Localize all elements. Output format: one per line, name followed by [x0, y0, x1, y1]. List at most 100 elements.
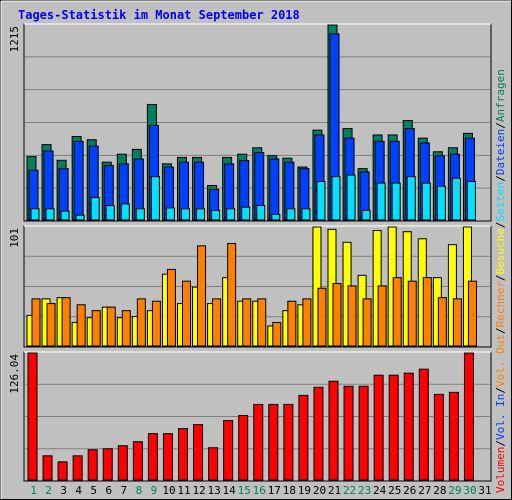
bar-volumen-day-30: [463, 352, 474, 481]
bar-volumen-day-20: [313, 386, 324, 481]
panel-2-max-label: 101: [8, 228, 21, 248]
bar-rechner-day-24: [377, 285, 387, 347]
bar-rechner-day-16: [257, 298, 267, 347]
bar-volumen-day-19: [298, 394, 309, 481]
bar-rechner-day-6: [106, 306, 116, 347]
bar-rechner-day-17: [272, 321, 282, 347]
bar-rechner-day-13: [212, 298, 222, 347]
max-value-labels: 1215 101 126.04: [8, 26, 21, 394]
day-label-28: 28: [433, 484, 446, 497]
bar-besuche-day-29: [447, 244, 457, 347]
day-label-8: 8: [136, 484, 143, 497]
bar-rechner-day-20: [317, 287, 327, 347]
bar-rechner-day-22: [347, 285, 357, 347]
day-label-4: 4: [75, 484, 82, 497]
bar-rechner-day-23: [362, 298, 372, 347]
legend-part: Besuche: [494, 228, 507, 274]
day-label-17: 17: [268, 484, 281, 497]
day-label-11: 11: [177, 484, 190, 497]
bar-rechner-day-12: [197, 245, 207, 347]
day-label-24: 24: [373, 484, 387, 497]
legend-part: /: [494, 327, 507, 334]
bar-seiten-day-16: [256, 205, 266, 221]
day-label-29: 29: [448, 484, 461, 497]
chart-title: Tages-Statistik im Monat September 2018: [18, 8, 300, 22]
bar-volumen-day-14: [223, 420, 234, 481]
bar-seiten-day-1: [30, 208, 40, 221]
bar-volumen-day-8: [132, 441, 143, 481]
bar-seiten-day-6: [105, 205, 115, 221]
bar-rechner-day-8: [136, 298, 146, 347]
bar-volumen-day-1: [27, 352, 38, 481]
legend-part: /: [494, 387, 507, 394]
bar-rechner-day-18: [287, 300, 297, 347]
day-label-14: 14: [223, 484, 237, 497]
bar-rechner-day-21: [332, 283, 342, 347]
bar-volumen-day-24: [373, 374, 384, 481]
bar-seiten-day-30: [466, 180, 476, 221]
bar-seiten-day-17: [271, 213, 281, 221]
day-label-9: 9: [151, 484, 158, 497]
bar-rechner-day-4: [76, 304, 86, 347]
bar-seiten-day-12: [196, 208, 206, 221]
bar-volumen-day-4: [72, 455, 83, 481]
legend-part: /: [494, 274, 507, 281]
day-label-31: 31: [478, 484, 491, 497]
legend-part: Seiten: [494, 182, 507, 222]
legend-part: Volumen: [494, 447, 507, 493]
day-label-30: 30: [463, 484, 476, 497]
bar-besuche-day-20: [312, 226, 322, 347]
legend-part: /: [494, 440, 507, 447]
bar-volumen-day-10: [162, 433, 173, 481]
bar-rechner-day-11: [182, 280, 191, 347]
bar-seiten-day-19: [301, 208, 311, 221]
legend: Volumen/Vol. In/Vol. Out/Rechner/Besuche…: [494, 69, 507, 493]
bar-volumen-day-25: [388, 374, 399, 481]
bar-volumen-day-12: [193, 424, 204, 481]
day-axis: 1 2 3 4 5 6 7 8 9 10 11 12 13 14 15 16 17 18 19 20 21 22 23 24 2…: [30, 484, 491, 497]
bar-rechner-day-29: [452, 298, 462, 347]
day-label-22: 22: [343, 484, 356, 497]
legend-part: Vol. In: [494, 394, 507, 440]
bar-seiten-day-24: [376, 182, 386, 221]
day-label-2: 2: [45, 484, 52, 497]
bar-rechner-day-30: [467, 280, 477, 347]
day-label-23: 23: [358, 484, 371, 497]
day-label-7: 7: [121, 484, 128, 497]
bar-seiten-day-2: [45, 208, 55, 221]
panel-3-max-label: 126.04: [8, 354, 21, 394]
bar-seiten-day-15: [241, 206, 251, 221]
bar-rechner-day-27: [422, 277, 432, 347]
bar-seiten-day-27: [421, 182, 431, 221]
bar-seiten-day-22: [346, 174, 356, 221]
day-label-20: 20: [313, 484, 326, 497]
bar-volumen-day-3: [57, 461, 68, 481]
bar-rechner-day-28: [437, 297, 447, 347]
bar-volumen-day-6: [102, 448, 113, 481]
bar-seiten-day-14: [226, 208, 236, 221]
bar-rechner-day-1: [31, 298, 41, 347]
bar-seiten-day-28: [436, 185, 446, 221]
legend-part: Dateien: [494, 129, 507, 175]
bar-volumen-day-26: [403, 372, 414, 481]
day-label-18: 18: [283, 484, 296, 497]
day-label-6: 6: [105, 484, 112, 497]
bar-rechner-day-5: [91, 310, 101, 347]
day-label-27: 27: [418, 484, 431, 497]
legend-part: Vol. Out: [494, 334, 507, 387]
bar-rechner-day-25: [392, 277, 402, 347]
bar-rechner-day-10: [166, 268, 176, 347]
day-label-12: 12: [192, 484, 205, 497]
legend-part: Rechner: [494, 281, 507, 328]
legend-part: Anfragen: [494, 69, 507, 122]
bar-seiten-day-7: [120, 203, 130, 221]
bar-seiten-day-29: [451, 177, 461, 221]
bar-rechner-day-7: [121, 310, 131, 347]
bar-seiten-day-4: [75, 214, 85, 221]
bar-volumen-day-2: [42, 455, 53, 481]
bar-volumen-day-11: [178, 428, 188, 481]
legend-part: /: [494, 175, 507, 182]
bar-dateien-day-4: [73, 140, 84, 221]
day-label-13: 13: [208, 484, 221, 497]
